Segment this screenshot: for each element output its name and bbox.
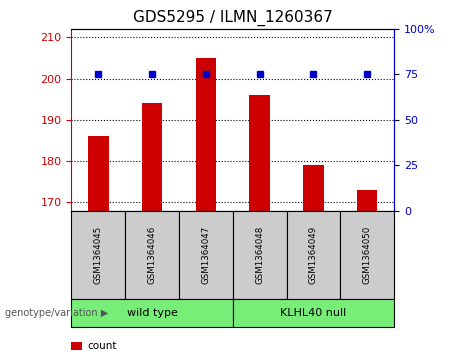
Text: GSM1364045: GSM1364045 bbox=[94, 226, 103, 284]
Text: KLHL40 null: KLHL40 null bbox=[280, 308, 347, 318]
Bar bbox=[249, 95, 270, 211]
Bar bbox=[142, 103, 162, 211]
Text: GSM1364050: GSM1364050 bbox=[363, 226, 372, 284]
Text: genotype/variation ▶: genotype/variation ▶ bbox=[5, 308, 108, 318]
Title: GDS5295 / ILMN_1260367: GDS5295 / ILMN_1260367 bbox=[133, 10, 333, 26]
Text: wild type: wild type bbox=[127, 308, 177, 318]
Bar bbox=[357, 190, 378, 211]
Text: GSM1364047: GSM1364047 bbox=[201, 226, 210, 284]
Text: GSM1364049: GSM1364049 bbox=[309, 226, 318, 284]
Bar bbox=[88, 136, 109, 211]
Text: GSM1364046: GSM1364046 bbox=[148, 226, 157, 284]
Text: GSM1364048: GSM1364048 bbox=[255, 226, 264, 284]
Bar bbox=[195, 58, 216, 211]
Bar bbox=[303, 165, 324, 211]
Text: count: count bbox=[87, 341, 117, 351]
